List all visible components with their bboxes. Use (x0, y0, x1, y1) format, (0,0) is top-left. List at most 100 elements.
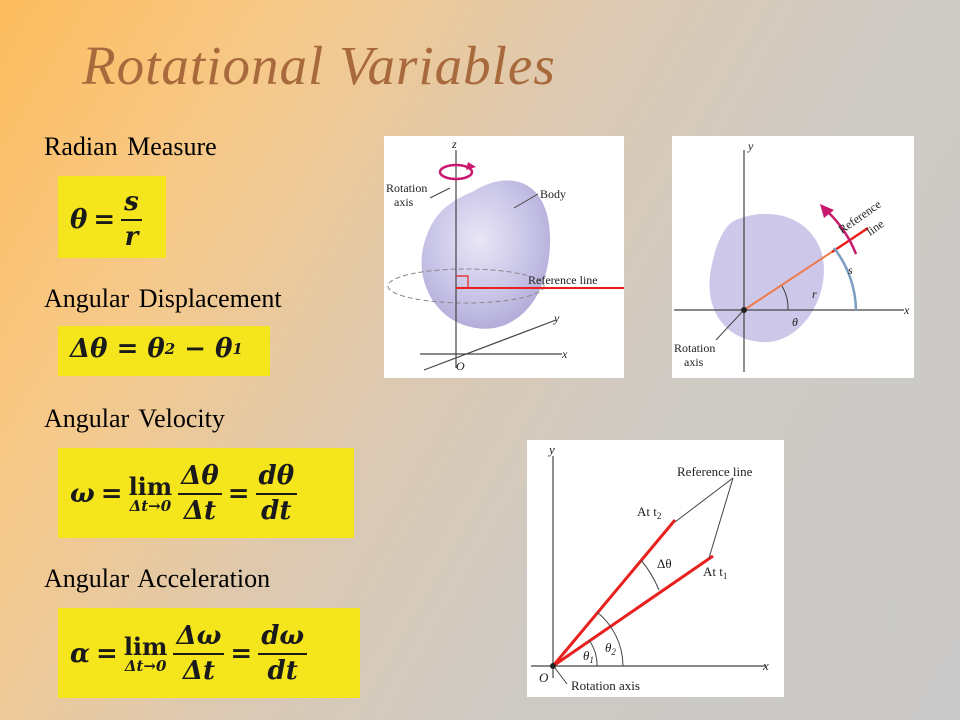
at-t2-sub: 2 (657, 511, 662, 521)
label-o: O (539, 670, 549, 685)
eq-theta: θ (70, 204, 88, 235)
leader-body (513, 193, 539, 209)
label-angular-acceleration: Angular Acceleration (44, 564, 271, 593)
lim-text: lim (128, 472, 173, 502)
leader-rotation (715, 311, 743, 341)
label-at-t2: At t2 (637, 504, 661, 521)
eq-omega: ω (70, 478, 95, 509)
theta-arc (781, 285, 789, 311)
denominator: dt (261, 495, 292, 526)
dtheta-arc (640, 559, 660, 591)
arc-s (833, 247, 858, 311)
label-y: y (547, 442, 555, 457)
body-blob (421, 180, 551, 329)
label-reference-line: Reference line (677, 464, 753, 479)
line-t1 (552, 554, 714, 668)
label-axis: axis (684, 355, 704, 369)
theta2-sub: 2 (611, 647, 616, 657)
at-t1-sub: 1 (723, 571, 728, 581)
eq-equals: = (100, 478, 123, 509)
denominator: r (124, 221, 139, 252)
leader-rotation-axis (554, 667, 568, 685)
fraction-derivative: dθ dt (255, 462, 298, 526)
label-body: Body (540, 187, 566, 201)
label-theta1: θ1 (583, 648, 594, 665)
rotation-arrow (827, 211, 858, 255)
rotation-arrowhead (820, 204, 834, 218)
lim-sub: Δt→0 (124, 657, 167, 676)
sub-1: 1 (232, 340, 243, 358)
origin-dot (741, 307, 747, 313)
rotation-arrow (438, 163, 474, 181)
lim-sub: Δt→0 (129, 497, 172, 516)
rotation-arrowhead (466, 162, 476, 170)
theta2-text: θ (605, 640, 612, 655)
figure-reference-line-svg: y x Reference line s r θ Rotation axis (674, 139, 910, 372)
body-blob (709, 213, 824, 343)
at-t2-text: At t (637, 504, 657, 519)
sub-2: 2 (164, 340, 176, 358)
equation-radian: θ = s r (58, 176, 166, 258)
label-rotation-axis: Rotation axis (571, 678, 640, 693)
label-angular-displacement: Angular Displacement (44, 284, 282, 313)
fraction-s-over-r: s r (121, 188, 142, 251)
y-axis (423, 319, 557, 371)
eq-dtheta-part: Δθ = θ (70, 334, 165, 364)
label-x: x (762, 658, 769, 673)
eq-equals-2: = (227, 478, 250, 509)
eq-equals: = (93, 204, 116, 235)
label-s: s (848, 263, 853, 277)
limit: lim Δt→0 (124, 632, 168, 675)
label-x: x (903, 303, 910, 317)
limit: lim Δt→0 (129, 472, 173, 515)
eq-alpha: α (70, 638, 91, 669)
line-t2 (551, 519, 677, 667)
eq-equals: = (96, 638, 118, 669)
label-theta2: θ2 (605, 640, 616, 657)
label-at-t1: At t1 (703, 564, 727, 581)
right-angle-marker (456, 275, 469, 288)
figure-rotating-body-svg: z Rotation axis Body Reference line y x … (386, 137, 624, 373)
denominator: dt (267, 655, 298, 686)
numerator: dω (258, 622, 308, 655)
leader-rotation (429, 187, 451, 199)
label-angular-velocity: Angular Velocity (44, 404, 225, 433)
theta1-sub: 1 (589, 655, 594, 665)
label-rotation: Rotation (674, 341, 715, 355)
theta2-arc (596, 611, 624, 667)
label-y: y (553, 311, 560, 325)
label-o: O (456, 359, 465, 373)
label-y: y (747, 139, 754, 153)
denominator: Δt (183, 495, 217, 526)
numerator: dθ (255, 462, 298, 495)
figure-reference-line: y x Reference line s r θ Rotation axis (672, 136, 914, 378)
label-z: z (451, 137, 457, 151)
theta1-arc (588, 639, 598, 667)
numerator: s (121, 188, 142, 221)
numerator: Δω (173, 622, 225, 655)
numerator: Δθ (178, 462, 222, 495)
dashed-ellipse (387, 268, 545, 304)
leader-ref-t1 (708, 477, 734, 559)
theta1-text: θ (583, 648, 590, 663)
label-axis: axis (394, 195, 414, 209)
fraction-domega-dt: Δω Δt (173, 622, 225, 686)
label-radian-measure: Radian Measure (44, 132, 217, 161)
at-t1-text: At t (703, 564, 723, 579)
figure-angular-displacement: y x O Reference line At t2 At t1 Δθ θ1 θ… (527, 440, 784, 697)
figure-angular-displacement-svg: y x O Reference line At t2 At t1 Δθ θ1 θ… (531, 442, 769, 693)
eq-minus-theta: − θ (175, 334, 233, 364)
fraction-derivative: dω dt (258, 622, 308, 686)
label-reference-line: Reference line (528, 273, 598, 287)
eq-equals-2: = (230, 638, 253, 669)
label-dtheta: Δθ (657, 556, 672, 571)
denominator: Δt (182, 655, 216, 686)
label-theta: θ (792, 315, 798, 329)
label-rotation: Rotation (386, 181, 427, 195)
label-r: r (812, 287, 817, 301)
fraction-dtheta-dt: Δθ Δt (178, 462, 222, 525)
origin-dot (550, 663, 556, 669)
label-x: x (561, 347, 568, 361)
equation-acceleration: α = lim Δt→0 Δω Δt = dω dt (58, 608, 360, 698)
